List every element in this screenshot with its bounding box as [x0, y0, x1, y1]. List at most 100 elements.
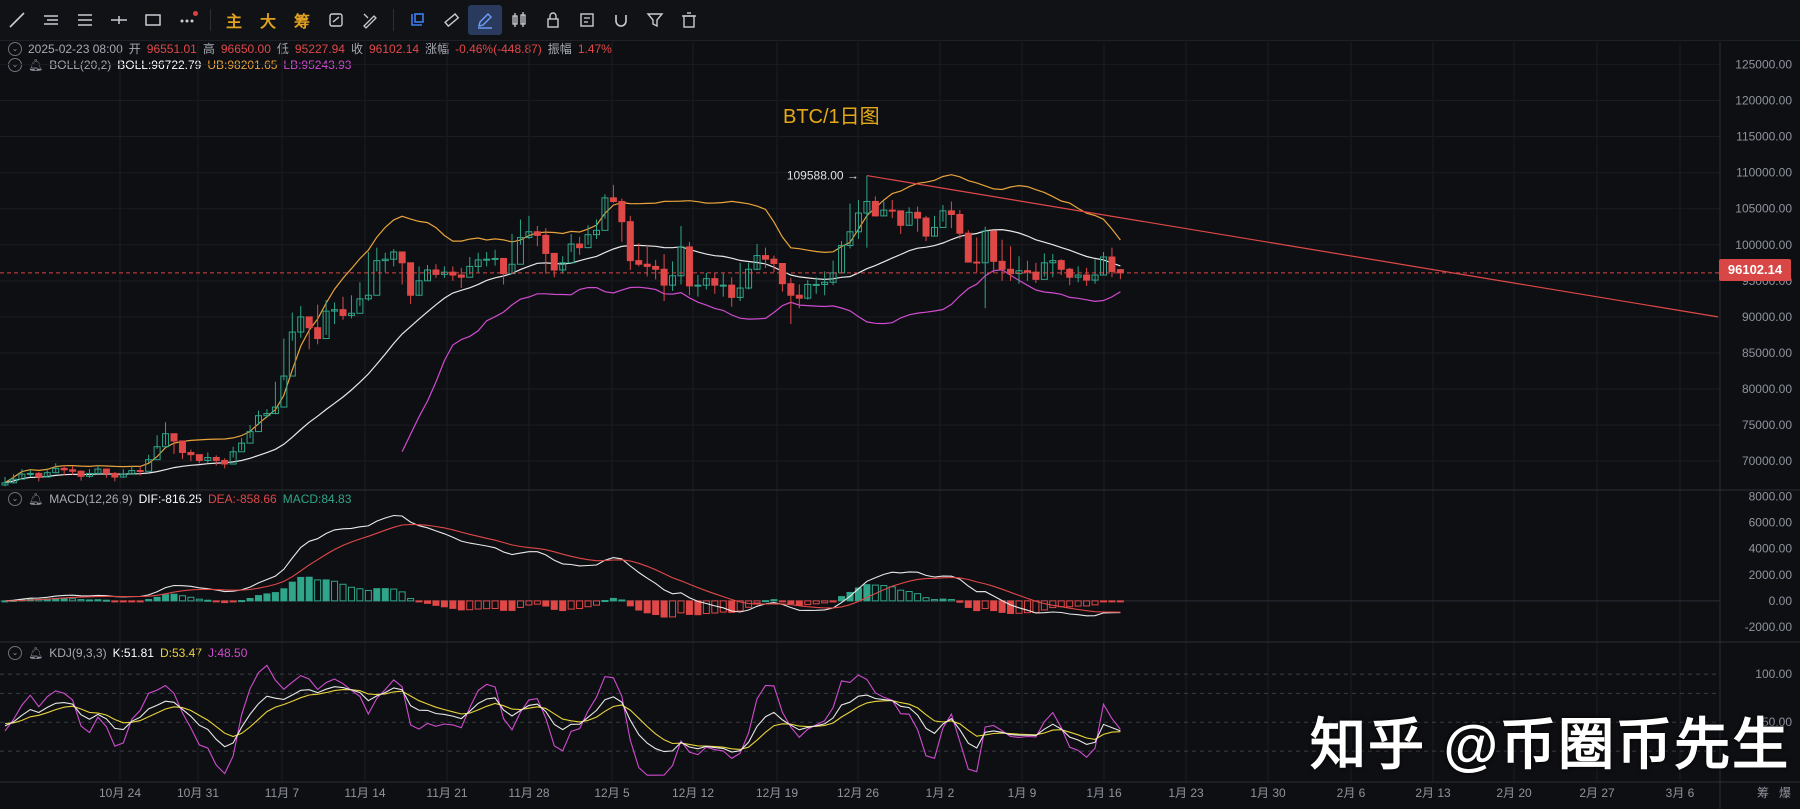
- macd-histogram-bar: [753, 600, 761, 604]
- date-axis-label: 12月 19: [756, 786, 798, 800]
- macd-histogram-bar: [618, 599, 626, 602]
- macd-histogram-bar: [609, 597, 617, 602]
- magnet-icon[interactable]: [604, 5, 638, 35]
- candle-body: [998, 260, 1006, 270]
- macd-axis-label: 2000.00: [1749, 568, 1793, 582]
- trendline[interactable]: 109588.00 →: [787, 169, 1719, 318]
- candle-body: [787, 283, 795, 296]
- macd-histogram-bar: [981, 600, 989, 610]
- candle-body: [18, 473, 26, 480]
- candle-body: [694, 284, 702, 287]
- macd-histogram-bar: [1074, 600, 1082, 607]
- low-value: 95227.94: [294, 41, 345, 56]
- select-icon[interactable]: [400, 5, 434, 35]
- macd-histogram-bar: [356, 588, 364, 602]
- bell-icon[interactable]: 🔔︎: [28, 646, 44, 660]
- macd-histogram-bar: [271, 592, 279, 602]
- macd-histogram-bar: [601, 600, 609, 603]
- macd-histogram-bar: [60, 597, 68, 602]
- rectangle-icon[interactable]: [136, 5, 170, 35]
- macd-histogram-bar: [94, 599, 102, 602]
- macd-histogram-bar: [956, 600, 964, 603]
- candle-body: [111, 472, 119, 478]
- candle-body: [381, 258, 389, 262]
- macd-histogram-bar: [685, 600, 693, 615]
- macd-histogram-bar: [576, 600, 584, 610]
- candle-body: [457, 274, 465, 278]
- candle-body: [846, 231, 854, 246]
- trend-line-icon[interactable]: [0, 5, 34, 35]
- candle-body: [314, 327, 322, 340]
- candle-body: [812, 283, 820, 286]
- macd-histogram-bar: [728, 600, 736, 613]
- date-axis-label: 10月 31: [177, 786, 219, 800]
- open-label: 开: [128, 42, 141, 56]
- collapse-icon[interactable]: ⌄: [8, 646, 22, 660]
- bell-icon[interactable]: 🔔︎: [28, 492, 44, 506]
- candle-body: [770, 258, 778, 265]
- candle-body: [711, 278, 719, 286]
- macd-histogram-bar: [102, 599, 110, 602]
- macd-axis-label: -2000.00: [1745, 620, 1793, 634]
- macd-axis-label: 4000.00: [1749, 542, 1793, 556]
- candle-body: [195, 454, 203, 461]
- macd-histogram-bar: [888, 586, 896, 602]
- macd-histogram-bar: [1023, 600, 1031, 614]
- candles-icon[interactable]: [502, 5, 536, 35]
- note-icon[interactable]: [570, 5, 604, 35]
- toolbar-divider: [210, 9, 211, 31]
- macd-histogram-bar: [305, 576, 313, 602]
- more-icon[interactable]: [170, 5, 204, 35]
- macd-histogram-bar: [407, 598, 415, 602]
- candle-body: [719, 284, 727, 287]
- bell-icon[interactable]: 🔔︎: [28, 58, 44, 72]
- boll-legend: ⌄ 🔔︎ BOLL(20,2) BOLL:96722.79 UB:98201.6…: [8, 58, 351, 72]
- macd-histogram-bar: [69, 598, 77, 602]
- chips-button[interactable]: 筹: [293, 14, 310, 31]
- boll-lower-line: [401, 269, 1121, 452]
- macd-histogram-bar: [77, 599, 85, 602]
- lock-icon[interactable]: [536, 5, 570, 35]
- parallel-lines-icon[interactable]: [68, 5, 102, 35]
- collapse-icon[interactable]: ⌄: [8, 41, 22, 56]
- current-price-tag: 96102.14: [1719, 259, 1791, 281]
- candle-body: [229, 451, 237, 465]
- collapse-icon[interactable]: ⌄: [8, 492, 22, 506]
- macd-histogram-bar: [381, 588, 389, 602]
- candle-body: [69, 469, 77, 472]
- macd-histogram-bar: [998, 600, 1006, 613]
- notification-dot: [193, 11, 198, 16]
- macd-histogram-bar: [880, 585, 888, 602]
- macd-histogram-bar: [922, 597, 930, 602]
- ruler-icon[interactable]: [434, 5, 468, 35]
- macd-histogram-bar: [187, 596, 195, 602]
- candle-body: [1040, 262, 1048, 280]
- macd-histogram-bar: [288, 581, 296, 602]
- main-indicator-button[interactable]: 主: [225, 14, 242, 31]
- macd-histogram-bar: [533, 600, 541, 605]
- macd-histogram-bar: [669, 600, 677, 618]
- crosshair-line-icon[interactable]: [102, 5, 136, 35]
- macd-histogram-bar: [593, 600, 600, 606]
- candle-body: [187, 451, 195, 456]
- grid: [0, 42, 1800, 809]
- pen-icon[interactable]: [468, 5, 502, 35]
- candle-body: [728, 284, 736, 298]
- kdj-legend: ⌄ 🔔︎ KDJ(9,3,3) K:51.81 D:53.47 J:48.50: [8, 646, 247, 660]
- candle-body: [854, 212, 862, 233]
- cycle-icon[interactable]: [319, 5, 353, 35]
- date-axis-label: 1月 30: [1250, 786, 1286, 800]
- trash-icon[interactable]: [672, 5, 706, 35]
- brush-icon[interactable]: [353, 5, 387, 35]
- candle-body: [331, 309, 339, 312]
- large-order-button[interactable]: 大: [259, 14, 276, 31]
- high-label: 高: [202, 42, 215, 56]
- date-axis-label: 11月 7: [265, 786, 300, 800]
- chart-title: BTC/1日图: [783, 106, 880, 128]
- candle-body: [880, 209, 888, 217]
- boll-lb-value: LB:95243.93: [283, 58, 352, 72]
- horizontal-lines-icon[interactable]: [34, 5, 68, 35]
- filter-icon[interactable]: [638, 5, 672, 35]
- candle-body: [973, 261, 981, 264]
